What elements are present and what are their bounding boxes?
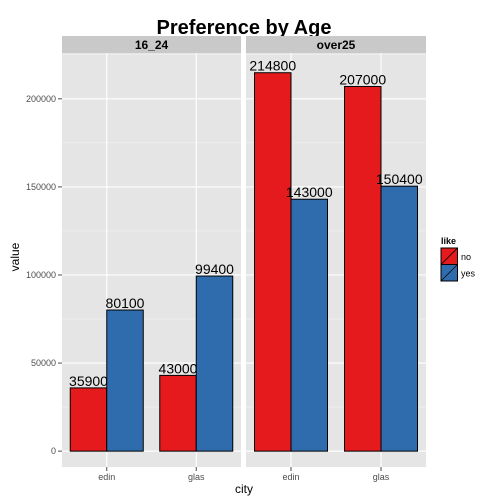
y-tick-label: 0: [51, 446, 56, 456]
data-label: 99400: [195, 261, 234, 277]
facet-strip-label: over25: [317, 38, 356, 52]
y-axis: 0 50000 100000 150000 200000: [26, 94, 382, 471]
facet-strip-label: 16_24: [135, 38, 169, 52]
data-label: 35900: [69, 373, 108, 389]
y-axis-title: value: [8, 242, 22, 271]
legend-key-slash: [440, 247, 458, 265]
x-tick-label: glas: [373, 472, 390, 482]
bar-yes: [290, 198, 328, 452]
legend-key-slash: [440, 264, 458, 282]
x-axis-title: city: [235, 482, 253, 496]
legend-label-yes: yes: [461, 269, 476, 279]
bar-no: [159, 374, 197, 452]
bar-yes: [106, 309, 144, 452]
bar-no: [254, 72, 292, 452]
bar-no: [344, 85, 382, 452]
facet-strip: [246, 36, 426, 53]
bar-no: [69, 387, 108, 452]
facet-panels: 16_24 35900 43000 80100 99400 edin glas over25 2…: [62, 36, 426, 482]
data-label: 80100: [106, 295, 145, 311]
y-tick-label: 50000: [31, 358, 56, 368]
facet-strip: [62, 36, 241, 53]
x-tick-label: edin: [282, 472, 299, 482]
y-tick-label: 150000: [26, 182, 56, 192]
data-label: 150400: [376, 171, 423, 187]
facet-panel-16_24: 16_24 35900 43000 80100 99400: [62, 36, 241, 467]
facet-panel-over25: over25 214800 207000 143000 150400: [246, 36, 426, 467]
chart-title: Preference by Age: [157, 17, 332, 39]
bar-yes: [195, 275, 234, 452]
y-tick-label: 200000: [26, 94, 56, 104]
data-label: 214800: [249, 58, 296, 74]
bar-yes: [380, 185, 418, 452]
x-tick-label: edin: [98, 472, 115, 482]
data-label: 143000: [286, 184, 333, 200]
x-tick-label: glas: [188, 472, 205, 482]
legend-label-no: no: [461, 252, 471, 262]
data-label: 43000: [159, 360, 198, 376]
data-label: 207000: [339, 71, 386, 87]
legend-title: like: [441, 236, 456, 246]
y-tick-label: 100000: [26, 270, 56, 280]
